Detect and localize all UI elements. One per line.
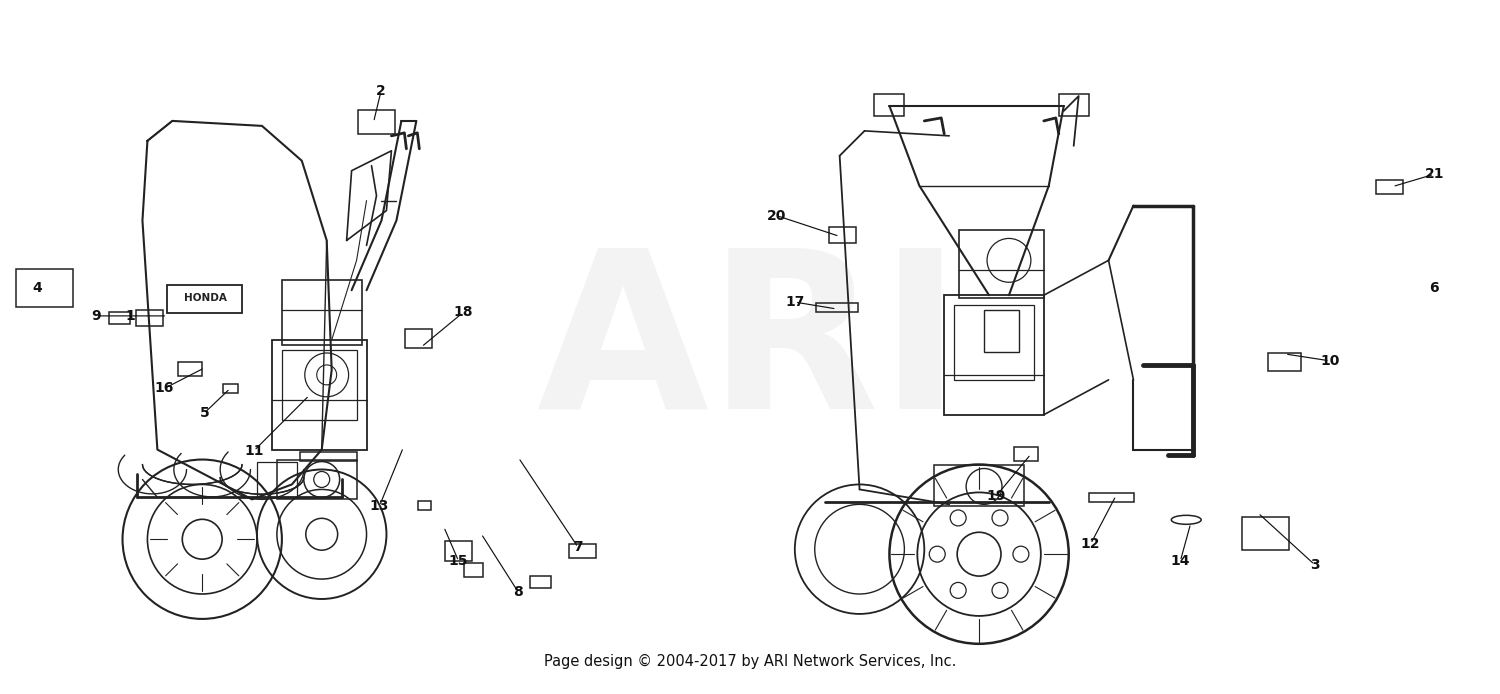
Bar [282,280,362,345]
Bar [278,459,357,500]
Bar [272,340,366,450]
Text: 8: 8 [513,585,523,600]
Text: 3: 3 [1310,558,1320,572]
Bar [944,295,1044,415]
Text: 15: 15 [448,555,468,568]
Text: 9: 9 [92,309,100,323]
Bar [1242,517,1290,550]
Text: 13: 13 [370,499,388,513]
Bar [222,384,237,393]
Bar [874,94,904,116]
Text: 17: 17 [784,295,804,309]
Bar [934,464,1024,507]
Bar [256,462,297,498]
Bar [16,269,74,307]
Bar [168,285,242,313]
Text: 1: 1 [124,309,135,323]
Bar [1376,180,1402,194]
Bar [958,230,1044,298]
Text: ARI: ARI [537,240,963,454]
Bar [984,310,1018,352]
Text: 16: 16 [154,382,174,396]
Text: 4: 4 [33,281,42,295]
Bar [358,110,394,135]
Bar [446,541,472,561]
Bar [954,305,1034,380]
Text: 12: 12 [1082,537,1101,551]
Text: 21: 21 [1425,167,1444,181]
Bar [531,576,552,589]
Text: 18: 18 [453,305,472,319]
Bar [816,303,858,312]
Bar [405,329,432,348]
Bar [110,312,130,324]
Bar [178,362,201,376]
Text: Page design © 2004-2017 by ARI Network Services, Inc.: Page design © 2004-2017 by ARI Network S… [544,654,956,669]
Text: 2: 2 [376,84,386,99]
Bar [568,544,596,558]
Bar [1269,353,1302,371]
Text: 5: 5 [200,406,210,420]
Bar [830,228,856,243]
Text: 11: 11 [244,443,264,457]
Bar [417,502,430,511]
Text: HONDA: HONDA [184,293,226,303]
Bar [1059,94,1089,116]
Text: 14: 14 [1170,555,1190,568]
Bar [464,564,483,577]
Bar [300,452,357,461]
Text: 7: 7 [573,541,584,555]
Bar [1089,493,1134,502]
Text: 19: 19 [987,489,1006,502]
Text: 10: 10 [1320,354,1340,368]
Bar [136,310,164,325]
Bar [282,350,357,420]
Bar [1014,447,1038,461]
Text: 20: 20 [766,209,786,223]
Text: 6: 6 [1430,281,1438,295]
